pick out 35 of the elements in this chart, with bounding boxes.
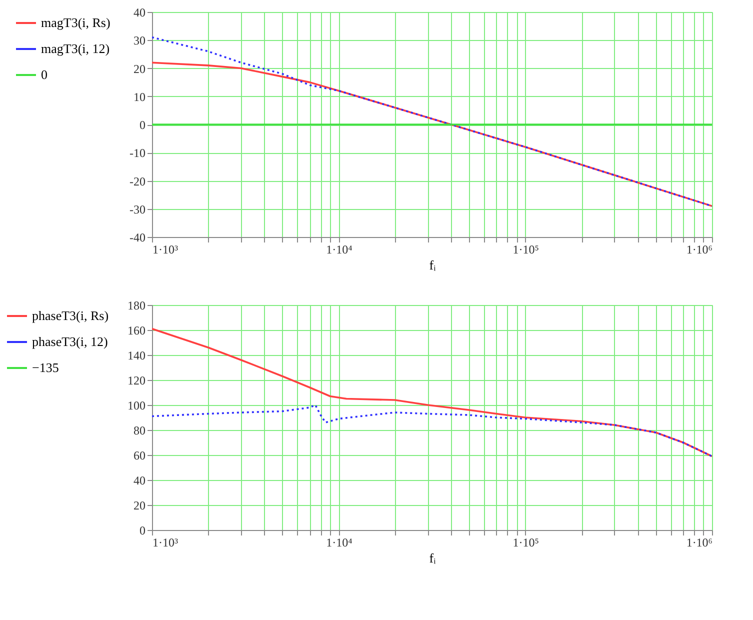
y-tick-label: 180: [128, 298, 146, 312]
y-tick-label: 160: [128, 324, 146, 338]
y-tick-label: 10: [134, 90, 146, 104]
y-tick-label: 40: [134, 6, 146, 20]
legend-label: phaseT3(i, 12): [32, 334, 108, 349]
x-tick-label: 1·10⁵: [512, 536, 539, 550]
legend-label: 0: [41, 67, 48, 82]
y-tick-label: 40: [134, 474, 146, 488]
legend-label: magT3(i, 12): [41, 41, 110, 56]
y-tick-label: 20: [134, 62, 146, 76]
x-tick-label: 1·10⁵: [512, 242, 539, 256]
legend-label: magT3(i, Rs): [41, 15, 110, 30]
legend-label: phaseT3(i, Rs): [32, 308, 109, 323]
x-axis-title: fᵢ: [429, 258, 437, 272]
legend-label: −135: [32, 360, 59, 375]
y-tick-label: 80: [134, 424, 146, 438]
y-tick-label: 140: [128, 348, 146, 362]
x-tick-label: 1·10³: [152, 242, 178, 256]
x-tick-label: 1·10³: [152, 536, 178, 550]
y-tick-label: 0: [140, 118, 146, 132]
x-tick-label: 1·10⁶: [686, 536, 712, 550]
y-tick-label: -30: [130, 202, 146, 216]
y-tick-label: 20: [134, 498, 146, 512]
x-tick-label: 1·10⁴: [326, 242, 352, 256]
y-tick-label: 30: [134, 34, 146, 48]
y-tick-label: 120: [128, 374, 146, 388]
y-tick-label: 100: [128, 398, 146, 412]
x-tick-label: 1·10⁶: [686, 242, 712, 256]
y-tick-label: -20: [130, 174, 146, 188]
x-tick-label: 1·10⁴: [326, 536, 352, 550]
y-tick-label: 60: [134, 448, 146, 462]
x-axis-title: fᵢ: [429, 550, 437, 566]
y-tick-label: -10: [130, 146, 146, 160]
y-tick-label: 0: [140, 524, 146, 538]
y-tick-label: -40: [130, 230, 146, 244]
